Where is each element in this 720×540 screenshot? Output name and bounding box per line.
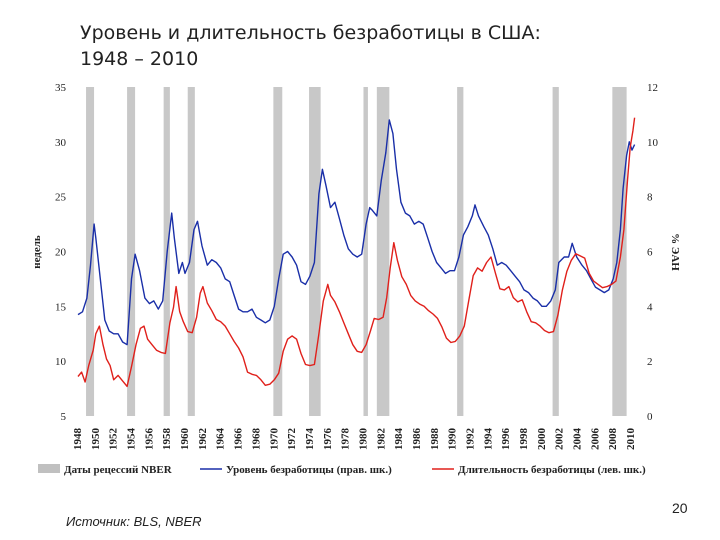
- page-number: 20: [672, 500, 688, 516]
- legend-rate-label: Уровень безработицы (прав. шк.): [226, 464, 392, 476]
- x-axis-tick-label: 1996: [500, 428, 512, 451]
- x-axis-tick-label: 1982: [375, 428, 387, 451]
- x-axis-tick-label: 1956: [143, 428, 155, 451]
- x-axis-tick-label: 1964: [215, 428, 227, 451]
- right-axis-tick-label: 6: [647, 247, 653, 259]
- left-axis-label: недель: [31, 235, 43, 269]
- recession-band: [86, 87, 95, 416]
- x-axis-tick-label: 1950: [90, 428, 102, 451]
- chart: 5 10 15 20 25 30 35 0 2 4 6 8 10 12 1948 1950 1952 1954 19…: [31, 82, 681, 476]
- x-axis-tick-label: 1992: [465, 428, 477, 451]
- x-axis-tick-label: 1986: [411, 428, 423, 451]
- x-axis-tick-label: 1952: [108, 428, 120, 451]
- legend-recession-label: Даты рецессий NBER: [64, 464, 173, 476]
- x-axis-tick-label: 1994: [482, 428, 494, 451]
- right-axis-label: % ЭАН: [669, 233, 681, 271]
- recession-band: [363, 87, 368, 416]
- left-axis-tick-label: 20: [55, 247, 67, 259]
- recession-band: [273, 87, 283, 416]
- x-axis-tick-label: 1960: [179, 428, 191, 451]
- x-axis-tick-label: 1962: [197, 428, 209, 451]
- x-axis-tick-label: 1968: [250, 428, 262, 451]
- chart-axes: 5 10 15 20 25 30 35 0 2 4 6 8 10 12 1948 1950 1952 1954 19…: [31, 82, 681, 450]
- left-axis-tick-label: 10: [55, 356, 67, 368]
- x-axis-tick-label: 2002: [554, 428, 566, 451]
- legend-duration-label: Длительность безработицы (лев. шк.): [458, 464, 646, 476]
- right-axis-tick-label: 12: [647, 82, 658, 94]
- unemployment-duration-line: [77, 117, 636, 388]
- x-axis-tick-label: 2006: [589, 428, 601, 451]
- source-note: Источник: BLS, NBER: [66, 514, 202, 529]
- x-axis-tick-label: 1958: [161, 428, 173, 451]
- recession-band: [612, 87, 627, 416]
- x-axis-tick-label: 2010: [625, 428, 637, 451]
- chart-title-line1: Уровень и длительность безработицы в США…: [80, 22, 541, 44]
- left-axis-tick-label: 25: [55, 192, 67, 204]
- right-axis-tick-label: 8: [647, 192, 653, 204]
- x-axis-tick-label: 1970: [268, 428, 280, 451]
- left-axis-tick-label: 30: [55, 137, 67, 149]
- right-axis-tick-label: 2: [647, 356, 653, 368]
- chart-title: Уровень и длительность безработицы в США…: [80, 20, 640, 72]
- x-axis-tick-label: 1974: [304, 428, 316, 451]
- left-axis-tick-label: 5: [61, 411, 67, 423]
- x-axis-tick-label: 2000: [536, 428, 548, 451]
- recession-band: [127, 87, 136, 416]
- right-axis-tick-label: 0: [647, 411, 653, 423]
- x-axis-tick-label: 1976: [322, 428, 334, 451]
- recession-band: [376, 87, 390, 416]
- x-axis-tick-label: 1948: [72, 428, 84, 451]
- right-axis-tick-label: 10: [647, 137, 659, 149]
- x-axis-tick-label: 1966: [233, 428, 245, 451]
- unemployment-rate-line: [77, 119, 636, 346]
- x-axis-tick-label: 1954: [126, 428, 138, 451]
- left-axis-tick-label: 35: [55, 82, 67, 94]
- chart-legend: Даты рецессий NBER Уровень безработицы (п…: [38, 464, 646, 476]
- x-axis-tick-label: 1988: [429, 428, 441, 451]
- x-axis-tick-label: 1998: [518, 428, 530, 451]
- x-axis-tick-label: 1984: [393, 428, 405, 451]
- recession-band: [552, 87, 559, 416]
- x-axis-tick-label: 1990: [447, 428, 459, 451]
- x-axis-tick-label: 1978: [340, 428, 352, 451]
- right-axis-tick-label: 4: [647, 301, 653, 313]
- x-axis-tick-label: 1972: [286, 428, 298, 451]
- legend-recession-swatch: [38, 464, 60, 473]
- left-axis-tick-label: 15: [55, 301, 67, 313]
- chart-series: [77, 117, 636, 388]
- x-axis-tick-label: 1980: [357, 428, 369, 451]
- chart-title-line2: 1948 – 2010: [80, 48, 199, 70]
- x-axis-tick-label: 2008: [607, 428, 619, 451]
- x-axis-tick-label: 2004: [572, 428, 584, 451]
